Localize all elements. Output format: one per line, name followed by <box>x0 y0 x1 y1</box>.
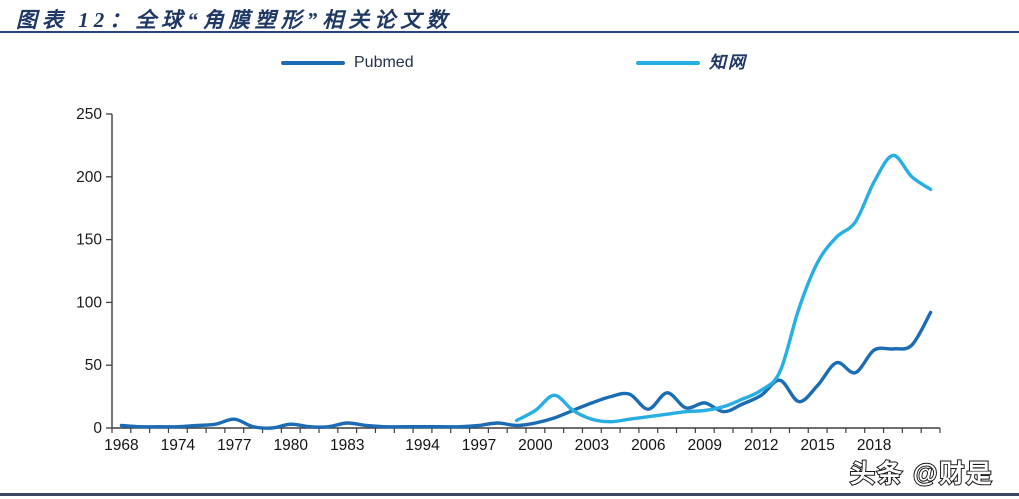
pubmed-series-line <box>119 310 933 430</box>
y-axis-label: 50 <box>85 357 103 374</box>
y-axis-label: 200 <box>76 169 102 186</box>
figure-title: 图表 12：全球“角膜塑形”相关论文数 <box>16 8 453 32</box>
zhiwang-line-swatch <box>636 61 700 65</box>
x-axis-label: 2003 <box>575 437 609 454</box>
watermark: 头条 @财是 <box>849 459 994 489</box>
axes <box>111 114 940 429</box>
x-axis-label: 2000 <box>518 437 553 454</box>
legend-label-zhiwang: 知网 <box>709 53 747 72</box>
title-rule <box>0 31 1019 33</box>
legend-label-pubmed: Pubmed <box>354 54 414 71</box>
x-axis-label: 2006 <box>631 437 665 454</box>
x-axis-label: 1997 <box>462 437 496 454</box>
legend-item-pubmed: Pubmed <box>281 52 414 74</box>
x-axis-label: 1974 <box>161 437 196 454</box>
x-axis-label: 1983 <box>330 437 364 454</box>
y-axis-label: 150 <box>76 232 102 249</box>
y-axis-label: 250 <box>76 106 102 123</box>
pubmed-line-swatch <box>281 61 345 65</box>
x-axis-label: 2012 <box>744 437 778 454</box>
legend-item-zhiwang: 知网 <box>636 52 747 74</box>
x-axis-label: 2009 <box>688 437 722 454</box>
x-axis-label: 2018 <box>857 437 891 454</box>
y-axis-label: 0 <box>93 420 102 437</box>
x-axis-label: 1994 <box>405 437 440 454</box>
zhiwang-series-line <box>514 153 933 424</box>
legend: Pubmed 知网 <box>0 52 1019 76</box>
x-axis-label: 1968 <box>104 437 138 454</box>
footer-rule <box>0 493 1019 496</box>
x-axis-label: 2015 <box>800 437 834 454</box>
y-axis-label: 100 <box>76 294 102 311</box>
x-axis-label: 1980 <box>274 437 309 454</box>
x-axis-label: 1977 <box>217 437 251 454</box>
